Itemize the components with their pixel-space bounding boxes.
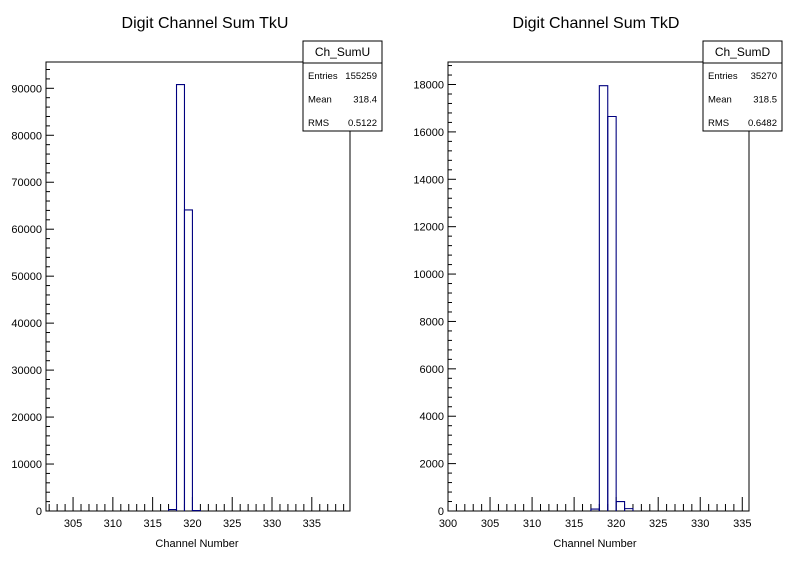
stats-label: RMS <box>708 118 729 129</box>
x-axis-label: Channel Number <box>553 538 636 550</box>
stats-value: 155259 <box>345 71 377 82</box>
y-tick-label: 10000 <box>413 269 444 281</box>
y-tick-label: 70000 <box>11 177 42 189</box>
x-tick-label: 310 <box>104 518 122 530</box>
panel-tkd: Digit Channel Sum TkD 0 2000 4000 6000 8000 10… <box>413 15 783 550</box>
x-tick-label: 325 <box>649 518 667 530</box>
x-tick-label: 305 <box>481 518 499 530</box>
y-tick-label: 40000 <box>11 318 42 330</box>
stats-name: Ch_SumU <box>315 45 370 59</box>
y-tick-label: 90000 <box>11 83 42 95</box>
y-tick-label: 0 <box>36 506 42 518</box>
y-tick-label: 30000 <box>11 365 42 377</box>
x-tick-label: 315 <box>565 518 583 530</box>
stats-box <box>302 40 383 132</box>
chart-title: Digit Channel Sum TkD <box>513 15 680 32</box>
x-axis-label: Channel Number <box>155 538 238 550</box>
y-tick-label: 20000 <box>11 412 42 424</box>
histogram-bin <box>175 83 186 511</box>
y-tick-label: 2000 <box>420 459 444 471</box>
stats-value: 318.5 <box>753 95 777 106</box>
y-tick-label: 50000 <box>11 271 42 283</box>
stats-value: 0.5122 <box>348 118 377 129</box>
y-tick-label: 18000 <box>413 80 444 92</box>
histogram-bin <box>183 209 193 511</box>
y-tick-label: 12000 <box>413 222 444 234</box>
y-tick-label: 4000 <box>420 411 444 423</box>
stats-label: Mean <box>308 95 332 106</box>
y-tick-label: 10000 <box>11 459 42 471</box>
x-tick-label: 310 <box>523 518 541 530</box>
stats-label: Entries <box>708 71 738 82</box>
histogram-bin <box>598 85 609 511</box>
y-tick-label: 8000 <box>420 316 444 328</box>
y-tick-label: 16000 <box>413 127 444 139</box>
stats-label: Mean <box>708 95 732 106</box>
histogram-bin <box>624 508 634 511</box>
histogram-bin <box>607 115 617 511</box>
stats-label: Entries <box>308 71 338 82</box>
stats-name: Ch_SumD <box>715 45 771 59</box>
x-tick-label: 320 <box>607 518 625 530</box>
x-tick-label: 335 <box>733 518 751 530</box>
histogram-bin <box>615 500 626 511</box>
stats-value: 35270 <box>751 71 777 82</box>
plot-frame <box>447 61 750 512</box>
x-tick-label: 325 <box>223 518 241 530</box>
x-tick-label: 320 <box>183 518 201 530</box>
y-tick-label: 80000 <box>11 130 42 142</box>
stats-value: 0.6482 <box>748 118 777 129</box>
x-tick-label: 300 <box>439 518 457 530</box>
y-tick-label: 14000 <box>413 174 444 186</box>
x-tick-label: 315 <box>143 518 161 530</box>
chart-title: Digit Channel Sum TkU <box>122 15 289 32</box>
y-tick-label: 60000 <box>11 224 42 236</box>
stats-box <box>702 40 783 132</box>
y-tick-label: 6000 <box>420 364 444 376</box>
y-tick-label: 0 <box>438 506 444 518</box>
stats-value: 318.4 <box>353 95 377 106</box>
x-tick-label: 330 <box>691 518 709 530</box>
x-tick-label: 335 <box>303 518 321 530</box>
x-tick-label: 330 <box>263 518 281 530</box>
panel-tku: Digit Channel Sum TkU 0 10000 20000 30000 400… <box>11 15 383 550</box>
stats-label: RMS <box>308 118 329 129</box>
x-tick-label: 305 <box>64 518 82 530</box>
